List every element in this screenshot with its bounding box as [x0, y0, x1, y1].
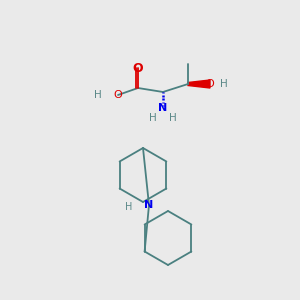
Text: O: O	[114, 90, 122, 100]
Text: O: O	[133, 61, 143, 74]
Text: N: N	[158, 103, 168, 113]
Text: H: H	[220, 79, 228, 89]
Text: H: H	[149, 113, 157, 123]
Text: H: H	[169, 113, 177, 123]
Text: O: O	[206, 79, 214, 89]
Text: H: H	[94, 90, 102, 100]
Text: N: N	[144, 200, 154, 210]
Text: H: H	[125, 202, 133, 212]
Polygon shape	[188, 80, 210, 88]
